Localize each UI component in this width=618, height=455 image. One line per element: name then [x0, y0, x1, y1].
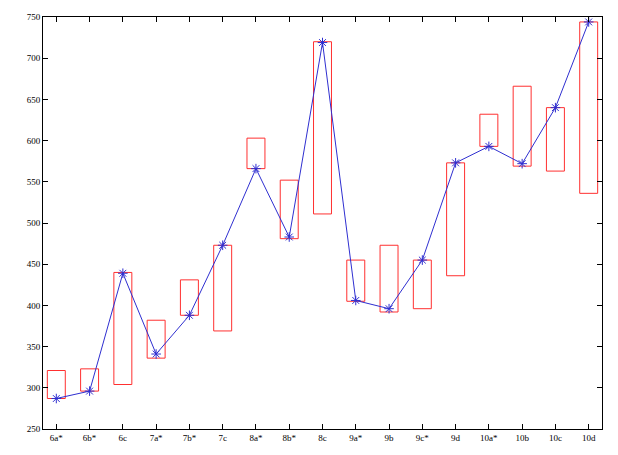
svg-text:500: 500 — [27, 218, 41, 228]
svg-text:6c: 6c — [119, 433, 128, 443]
svg-text:10c: 10c — [549, 433, 562, 443]
svg-text:7c: 7c — [218, 433, 227, 443]
svg-text:450: 450 — [27, 259, 41, 269]
svg-text:350: 350 — [27, 342, 41, 352]
svg-text:9b: 9b — [385, 433, 395, 443]
svg-text:10a*: 10a* — [480, 433, 498, 443]
svg-text:400: 400 — [27, 301, 41, 311]
svg-text:600: 600 — [27, 136, 41, 146]
svg-text:550: 550 — [27, 177, 41, 187]
svg-text:700: 700 — [27, 53, 41, 63]
svg-text:650: 650 — [27, 95, 41, 105]
svg-text:8c: 8c — [318, 433, 327, 443]
svg-text:9c*: 9c* — [416, 433, 429, 443]
svg-text:10d: 10d — [582, 433, 596, 443]
svg-text:6a*: 6a* — [50, 433, 63, 443]
svg-text:8a*: 8a* — [249, 433, 262, 443]
svg-text:9d: 9d — [451, 433, 461, 443]
svg-text:7b*: 7b* — [183, 433, 197, 443]
svg-text:7a*: 7a* — [150, 433, 163, 443]
svg-text:6b*: 6b* — [83, 433, 97, 443]
svg-text:10b: 10b — [515, 433, 529, 443]
svg-text:300: 300 — [27, 383, 41, 393]
svg-text:8b*: 8b* — [282, 433, 296, 443]
svg-text:9a*: 9a* — [349, 433, 362, 443]
svg-text:750: 750 — [27, 12, 41, 22]
svg-text:250: 250 — [27, 424, 41, 434]
